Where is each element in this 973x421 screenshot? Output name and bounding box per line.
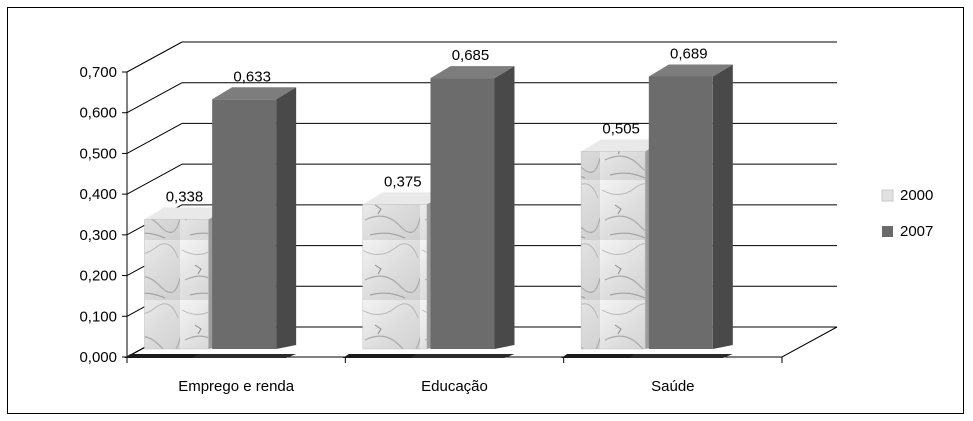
y-tick-label: 0,700 — [79, 64, 117, 81]
bar-top-2007-1 — [430, 66, 515, 79]
data-label: 0,338 — [166, 188, 204, 205]
bar-2007-Educação — [430, 78, 495, 349]
x-category-label: Educação — [421, 378, 488, 395]
side-wall-gridline — [126, 163, 183, 195]
data-label: 0,633 — [233, 68, 271, 85]
side-wall-gridline — [126, 122, 183, 154]
bar-top-2000-0 — [144, 207, 229, 220]
y-tick-label: 0,000 — [79, 349, 117, 366]
side-wall-gridline — [126, 82, 183, 114]
x-category-label: Saúde — [651, 378, 694, 395]
labels: 0,000 0,100 0,200 0,300 0,400 0,500 0,600 0,700… — [79, 45, 707, 395]
bar-side-2007-2 — [712, 64, 733, 349]
bar-top-2000-2 — [581, 139, 666, 152]
x-category-label: Emprego e renda — [178, 378, 295, 395]
legend: 2000 2007 — [881, 187, 933, 240]
y-tick-label: 0,300 — [79, 227, 117, 244]
bar-side-2007-1 — [494, 66, 515, 349]
bar-top-2007-0 — [212, 87, 297, 100]
legend-swatch-2000 — [881, 189, 894, 202]
legend-swatch-2007 — [882, 226, 893, 237]
data-label: 0,375 — [384, 173, 422, 190]
y-tick-label: 0,500 — [79, 145, 117, 162]
bar-shadow — [628, 354, 733, 358]
bar-2000-Emprego e renda — [144, 219, 209, 350]
legend-label-2007: 2007 — [900, 223, 933, 240]
bar-top-2007-2 — [648, 64, 733, 77]
bar-side-2007-0 — [276, 87, 297, 350]
bar-shadow — [192, 354, 297, 358]
y-tick-label: 0,200 — [79, 268, 117, 285]
data-label: 0,685 — [452, 47, 490, 64]
bars — [124, 64, 733, 358]
bar-2007-Saúde — [648, 76, 713, 349]
legend-label-2000: 2000 — [900, 187, 933, 204]
y-tick-label: 0,600 — [79, 105, 117, 122]
data-label: 0,505 — [602, 120, 640, 137]
bar-shadow — [410, 354, 515, 358]
bar-2000-Saúde — [580, 151, 646, 350]
bar-2007-Emprego e renda — [212, 99, 277, 350]
data-label: 0,689 — [670, 45, 708, 62]
y-tick-label: 0,400 — [79, 186, 117, 203]
bar-top-2000-1 — [362, 192, 447, 205]
y-tick-label: 0,100 — [79, 308, 117, 325]
bar-2000-Educação — [362, 204, 428, 350]
side-wall-gridline — [126, 41, 183, 73]
